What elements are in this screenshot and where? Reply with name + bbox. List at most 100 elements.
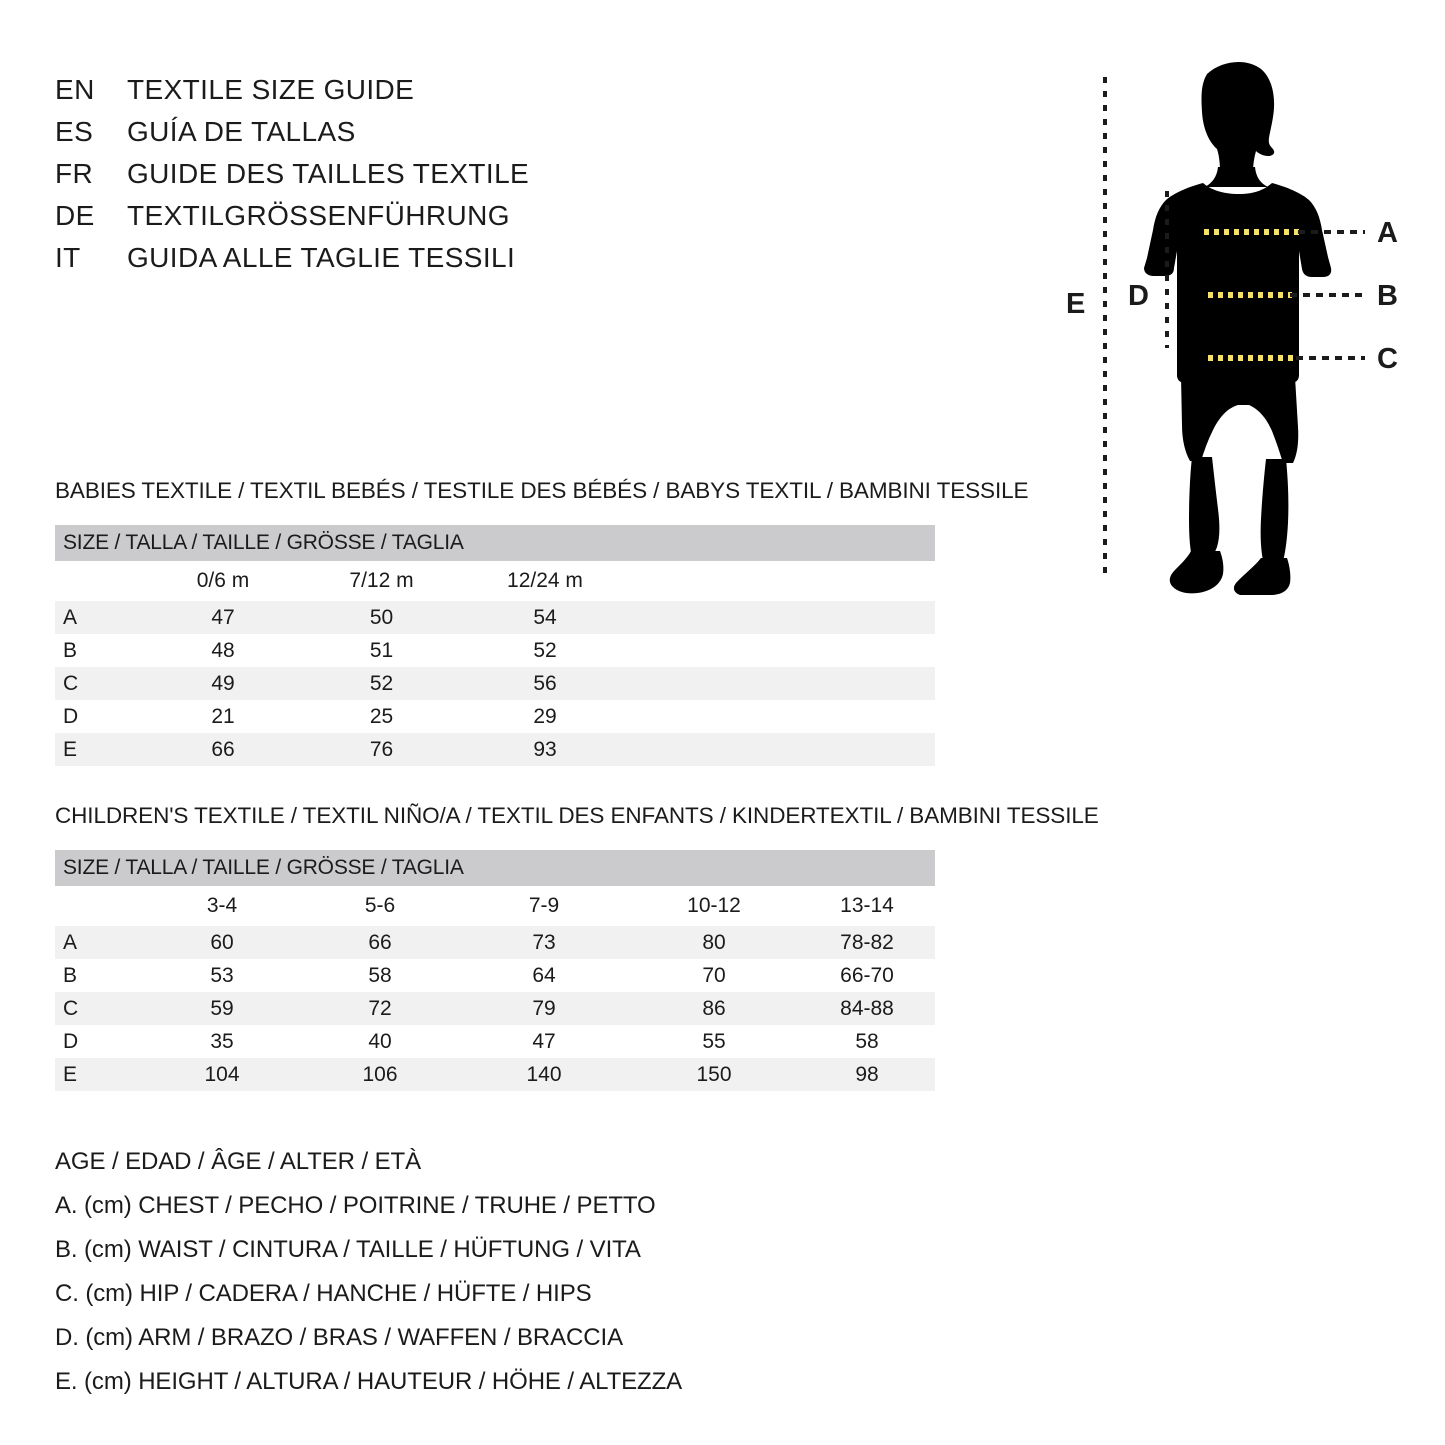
legend-line-b-waist: B. (cm) WAIST / CINTURA / TAILLE / HÜFTU…	[55, 1236, 641, 1263]
children-section-title: CHILDREN'S TEXTILE / TEXTIL NIÑO/A / TEX…	[55, 803, 1099, 828]
children-cell-a-4: 78-82	[799, 926, 936, 959]
babies-cell-b-1: 51	[303, 634, 460, 667]
children-cell-e-3: 150	[629, 1058, 799, 1091]
title-row: EN TEXTILE SIZE GUIDE	[55, 74, 675, 116]
children-col-header-2: 7-9	[459, 886, 629, 926]
measurement-legend: AGE / EDAD / ÂGE / ALTER / ETÀ A. (cm) C…	[55, 1140, 815, 1404]
babies-cell-a-0: 47	[143, 601, 303, 634]
babies-cell-c-filler	[630, 667, 936, 700]
children-row-label-d: D	[55, 1025, 143, 1058]
title-text-en: TEXTILE SIZE GUIDE	[127, 74, 415, 105]
babies-cell-e-0: 66	[143, 733, 303, 766]
babies-row-label-d: D	[55, 700, 143, 733]
babies-cell-d-2: 29	[460, 700, 630, 733]
children-cell-b-2: 64	[459, 959, 629, 992]
babies-row-label-c: C	[55, 667, 143, 700]
children-header-bar-label: SIZE / TALLA / TAILLE / GRÖSSE / TAGLIA	[55, 850, 936, 886]
babies-cell-c-0: 49	[143, 667, 303, 700]
children-cell-b-3: 70	[629, 959, 799, 992]
babies-section: BABIES TEXTILE / TEXTIL BEBÉS / TESTILE …	[55, 478, 1029, 766]
children-cell-e-1: 106	[301, 1058, 459, 1091]
babies-cell-a-filler	[630, 601, 936, 634]
children-row-label-e: E	[55, 1058, 143, 1091]
children-cell-e-0: 104	[143, 1058, 301, 1091]
children-size-table: SIZE / TALLA / TAILLE / GRÖSSE / TAGLIA …	[55, 850, 936, 1091]
silhouette-leg-right	[1260, 459, 1289, 565]
babies-cell-e-1: 76	[303, 733, 460, 766]
table-row: E 66 76 93	[55, 733, 936, 766]
title-text-fr: GUIDE DES TAILLES TEXTILE	[127, 158, 530, 189]
body-measurement-diagram: A B C D E	[1040, 55, 1445, 595]
title-row: ES GUÍA DE TALLAS	[55, 116, 675, 158]
children-cell-e-4: 98	[799, 1058, 936, 1091]
children-col-header-3: 10-12	[629, 886, 799, 926]
children-row-label-a: A	[55, 926, 143, 959]
children-cell-a-2: 73	[459, 926, 629, 959]
title-lang-fr: FR	[55, 158, 94, 189]
marker-label-b: B	[1377, 280, 1398, 312]
table-row: A 47 50 54	[55, 601, 936, 634]
babies-header-bar-row: SIZE / TALLA / TAILLE / GRÖSSE / TAGLIA	[55, 525, 936, 561]
table-row: E 104 106 140 150 98	[55, 1058, 936, 1091]
title-lang-de: DE	[55, 200, 95, 231]
legend-line-e-height: E. (cm) HEIGHT / ALTURA / HAUTEUR / HÖHE…	[55, 1368, 683, 1395]
babies-cell-b-filler	[630, 634, 936, 667]
babies-row-label-b: B	[55, 634, 143, 667]
babies-header-bar-label: SIZE / TALLA / TAILLE / GRÖSSE / TAGLIA	[55, 525, 936, 561]
babies-cell-d-0: 21	[143, 700, 303, 733]
title-row: FR GUIDE DES TAILLES TEXTILE	[55, 158, 675, 200]
children-col-header-1: 5-6	[301, 886, 459, 926]
silhouette-shirt	[1144, 183, 1332, 383]
title-lang-en: EN	[55, 74, 95, 105]
children-section: CHILDREN'S TEXTILE / TEXTIL NIÑO/A / TEX…	[55, 803, 1099, 1091]
children-col-header-0: 3-4	[143, 886, 301, 926]
table-row: B 53 58 64 70 66-70	[55, 959, 936, 992]
babies-size-table: SIZE / TALLA / TAILLE / GRÖSSE / TAGLIA …	[55, 525, 936, 766]
babies-cell-b-0: 48	[143, 634, 303, 667]
children-cell-c-0: 59	[143, 992, 301, 1025]
children-cell-c-3: 86	[629, 992, 799, 1025]
child-silhouette	[1144, 61, 1332, 595]
babies-row-label-e: E	[55, 733, 143, 766]
children-row-label-b: B	[55, 959, 143, 992]
babies-cell-d-1: 25	[303, 700, 460, 733]
babies-cell-a-1: 50	[303, 601, 460, 634]
children-cell-e-2: 140	[459, 1058, 629, 1091]
children-row-label-c: C	[55, 992, 143, 1025]
marker-label-c: C	[1377, 343, 1398, 375]
babies-corner-cell	[55, 561, 143, 601]
babies-col-header-2: 12/24 m	[460, 561, 630, 601]
babies-section-title: BABIES TEXTILE / TEXTIL BEBÉS / TESTILE …	[55, 478, 1029, 503]
children-cell-d-2: 47	[459, 1025, 629, 1058]
children-cell-d-4: 58	[799, 1025, 936, 1058]
table-row: A 60 66 73 80 78-82	[55, 926, 936, 959]
babies-cell-b-2: 52	[460, 634, 630, 667]
children-cell-a-0: 60	[143, 926, 301, 959]
babies-column-header-row: 0/6 m 7/12 m 12/24 m	[55, 561, 936, 601]
title-row: IT GUIDA ALLE TAGLIE TESSILI	[55, 242, 675, 284]
children-cell-b-4: 66-70	[799, 959, 936, 992]
children-header-bar-row: SIZE / TALLA / TAILLE / GRÖSSE / TAGLIA	[55, 850, 936, 886]
silhouette-shorts	[1181, 377, 1299, 463]
legend-line-a-chest: A. (cm) CHEST / PECHO / POITRINE / TRUHE…	[55, 1192, 656, 1219]
children-cell-c-2: 79	[459, 992, 629, 1025]
silhouette-neck	[1205, 167, 1268, 187]
babies-cell-e-2: 93	[460, 733, 630, 766]
babies-cell-c-2: 56	[460, 667, 630, 700]
children-cell-a-3: 80	[629, 926, 799, 959]
children-corner-cell	[55, 886, 143, 926]
children-cell-d-3: 55	[629, 1025, 799, 1058]
babies-cell-e-filler	[630, 733, 936, 766]
silhouette-shoe-left	[1169, 551, 1224, 594]
children-cell-c-1: 72	[301, 992, 459, 1025]
children-cell-b-1: 58	[301, 959, 459, 992]
title-text-it: GUIDA ALLE TAGLIE TESSILI	[127, 242, 516, 273]
children-col-header-4: 13-14	[799, 886, 936, 926]
title-lang-it: IT	[55, 242, 81, 273]
children-cell-d-1: 40	[301, 1025, 459, 1058]
babies-col-header-0: 0/6 m	[143, 561, 303, 601]
children-cell-b-0: 53	[143, 959, 301, 992]
marker-label-e: E	[1066, 288, 1085, 320]
table-row: B 48 51 52	[55, 634, 936, 667]
babies-cell-a-2: 54	[460, 601, 630, 634]
